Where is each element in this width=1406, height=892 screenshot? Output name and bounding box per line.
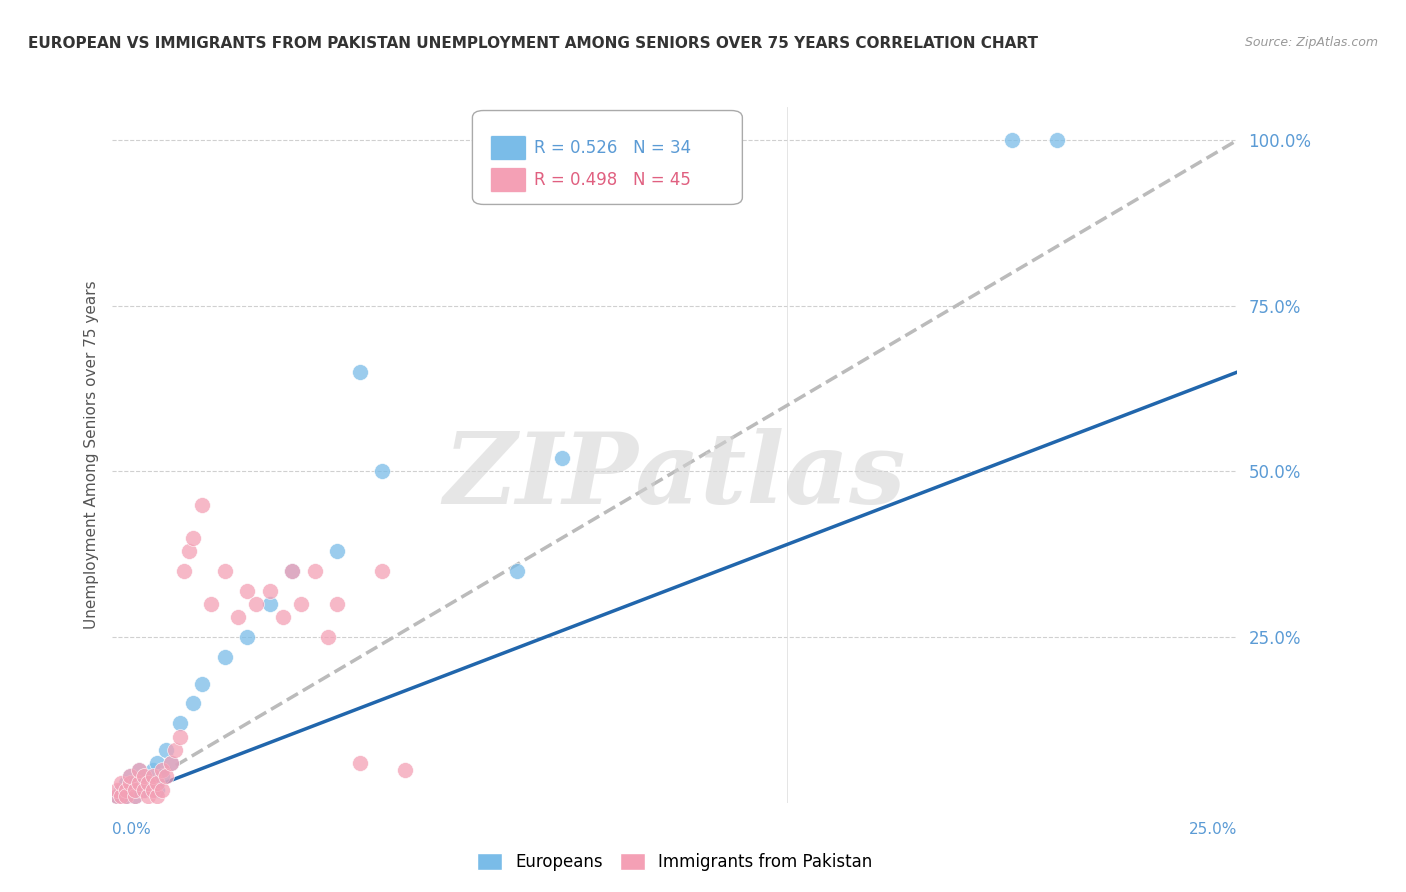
Point <box>105 782 128 797</box>
Point <box>115 789 138 804</box>
Point <box>128 763 150 777</box>
Point <box>105 789 128 804</box>
Point <box>132 782 155 797</box>
Text: R = 0.498   N = 45: R = 0.498 N = 45 <box>534 171 692 189</box>
Point <box>150 782 173 797</box>
Point <box>200 597 222 611</box>
Text: Source: ZipAtlas.com: Source: ZipAtlas.com <box>1244 36 1378 49</box>
Point <box>214 564 236 578</box>
Y-axis label: Unemployment Among Seniors over 75 years: Unemployment Among Seniors over 75 years <box>83 281 98 629</box>
Point <box>1046 133 1069 147</box>
Point <box>146 756 169 770</box>
Point <box>120 769 142 783</box>
Point <box>128 763 150 777</box>
Point <box>169 730 191 744</box>
Point <box>138 776 160 790</box>
Point <box>160 756 183 770</box>
Point <box>349 756 371 770</box>
FancyBboxPatch shape <box>491 136 526 161</box>
Point <box>155 743 177 757</box>
Point <box>191 498 214 512</box>
Point <box>349 365 371 379</box>
Point <box>124 782 146 797</box>
Point <box>236 630 259 644</box>
Point <box>177 544 200 558</box>
Point <box>551 451 574 466</box>
Text: ZIPatlas: ZIPatlas <box>444 427 905 524</box>
Point <box>183 531 205 545</box>
Point <box>132 769 155 783</box>
Point <box>128 776 150 790</box>
Point <box>273 610 295 624</box>
Point <box>165 743 187 757</box>
Point <box>150 763 173 777</box>
Point <box>146 782 169 797</box>
Point <box>146 776 169 790</box>
Point <box>120 769 142 783</box>
Point <box>318 630 340 644</box>
Text: 0.0%: 0.0% <box>112 822 152 837</box>
Point <box>394 763 416 777</box>
Point <box>245 597 267 611</box>
Point <box>142 782 165 797</box>
Point <box>1001 133 1024 147</box>
Point <box>128 782 150 797</box>
Point <box>120 776 142 790</box>
Point <box>120 782 142 797</box>
Point <box>304 564 326 578</box>
Legend: Europeans, Immigrants from Pakistan: Europeans, Immigrants from Pakistan <box>471 847 879 878</box>
Point <box>169 716 191 731</box>
Point <box>138 789 160 804</box>
Point <box>191 676 214 690</box>
Point <box>371 564 394 578</box>
Point <box>236 583 259 598</box>
Point <box>110 789 132 804</box>
Text: 25.0%: 25.0% <box>1189 822 1237 837</box>
Point <box>142 769 165 783</box>
Point <box>326 544 349 558</box>
Point <box>115 776 138 790</box>
Point <box>132 782 155 797</box>
Text: R = 0.526   N = 34: R = 0.526 N = 34 <box>534 139 692 157</box>
Point <box>142 763 165 777</box>
Point <box>124 776 146 790</box>
Point <box>506 564 529 578</box>
Text: EUROPEAN VS IMMIGRANTS FROM PAKISTAN UNEMPLOYMENT AMONG SENIORS OVER 75 YEARS CO: EUROPEAN VS IMMIGRANTS FROM PAKISTAN UNE… <box>28 36 1038 51</box>
Point <box>160 756 183 770</box>
Point <box>132 769 155 783</box>
Point <box>173 564 195 578</box>
Point <box>115 782 138 797</box>
Point <box>155 769 177 783</box>
Point <box>214 650 236 665</box>
Point <box>150 769 173 783</box>
Point <box>146 789 169 804</box>
Point <box>110 789 132 804</box>
FancyBboxPatch shape <box>472 111 742 204</box>
Point <box>115 789 138 804</box>
Point <box>290 597 312 611</box>
Point <box>228 610 250 624</box>
Point <box>183 697 205 711</box>
Point <box>371 465 394 479</box>
Point <box>326 597 349 611</box>
Point <box>259 583 281 598</box>
Point <box>124 789 146 804</box>
Point <box>105 789 128 804</box>
Point <box>110 782 132 797</box>
Point <box>259 597 281 611</box>
Point <box>281 564 304 578</box>
FancyBboxPatch shape <box>491 168 526 193</box>
Point <box>124 789 146 804</box>
Point <box>281 564 304 578</box>
Point <box>110 776 132 790</box>
Point <box>138 776 160 790</box>
